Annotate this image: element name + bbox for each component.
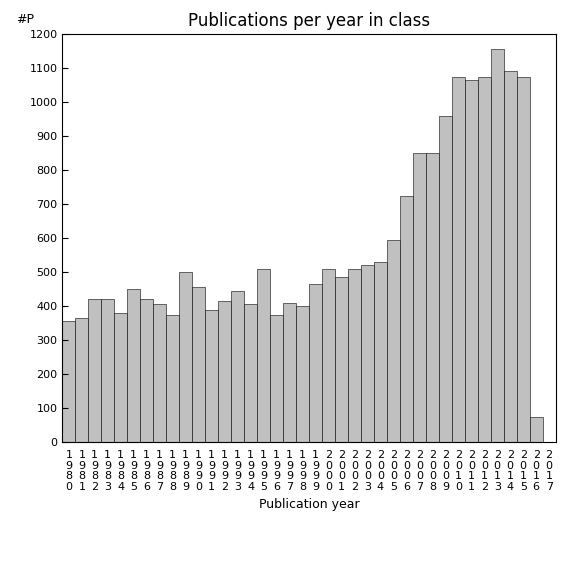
Bar (413, 153, 426, 442)
Bar (88, 299, 101, 442)
Bar (296, 306, 309, 442)
Bar (309, 284, 322, 442)
Y-axis label: #P: #P (16, 13, 35, 26)
Bar (426, 153, 439, 442)
Bar (231, 291, 244, 442)
Bar (439, 116, 452, 442)
Bar (400, 196, 413, 442)
Bar (140, 299, 153, 442)
Bar (322, 269, 335, 442)
Title: Publications per year in class: Publications per year in class (188, 12, 430, 29)
Bar (62, 321, 75, 442)
Bar (517, 77, 530, 442)
Bar (478, 77, 491, 442)
X-axis label: Publication year: Publication year (259, 498, 359, 511)
Bar (270, 315, 283, 442)
Bar (244, 304, 257, 442)
Bar (127, 289, 140, 442)
Bar (179, 272, 192, 442)
Bar (192, 287, 205, 442)
Bar (503, 71, 517, 442)
Bar (335, 277, 348, 442)
Bar (283, 303, 296, 442)
Bar (101, 299, 115, 442)
Bar (218, 301, 231, 442)
Bar (257, 269, 270, 442)
Bar (361, 265, 374, 442)
Bar (491, 49, 503, 442)
Bar (115, 313, 127, 442)
Bar (465, 80, 478, 442)
Bar (75, 318, 88, 442)
Bar (374, 262, 387, 442)
Bar (153, 304, 166, 442)
Bar (387, 240, 400, 442)
Bar (530, 417, 543, 442)
Bar (348, 269, 361, 442)
Bar (205, 310, 218, 442)
Bar (166, 315, 179, 442)
Bar (452, 77, 465, 442)
